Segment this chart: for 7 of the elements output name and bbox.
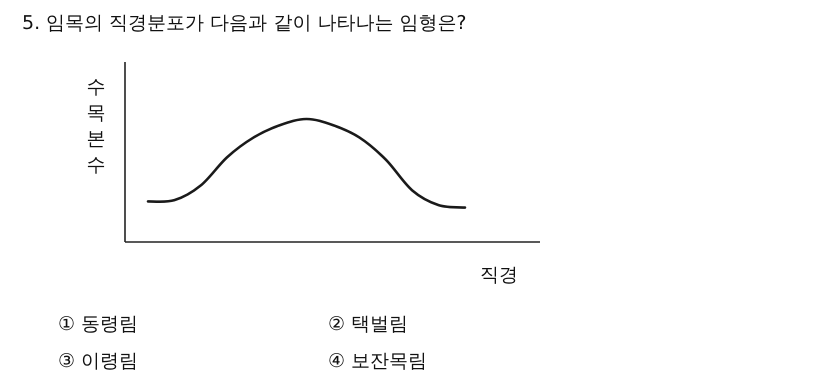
annotation: ④ 보잔목림 [328,350,428,372]
annotation: ② 택벌림 [328,313,408,335]
annotation: ① 동령림 [58,313,138,335]
xlabel: 직경 [480,264,518,286]
title: 5. 임목의 직경분포가 다음과 같이 나타나는 임형은? [22,12,466,34]
ylabel: 수목본수 [86,76,106,176]
annotation: ③ 이령림 [58,350,138,372]
